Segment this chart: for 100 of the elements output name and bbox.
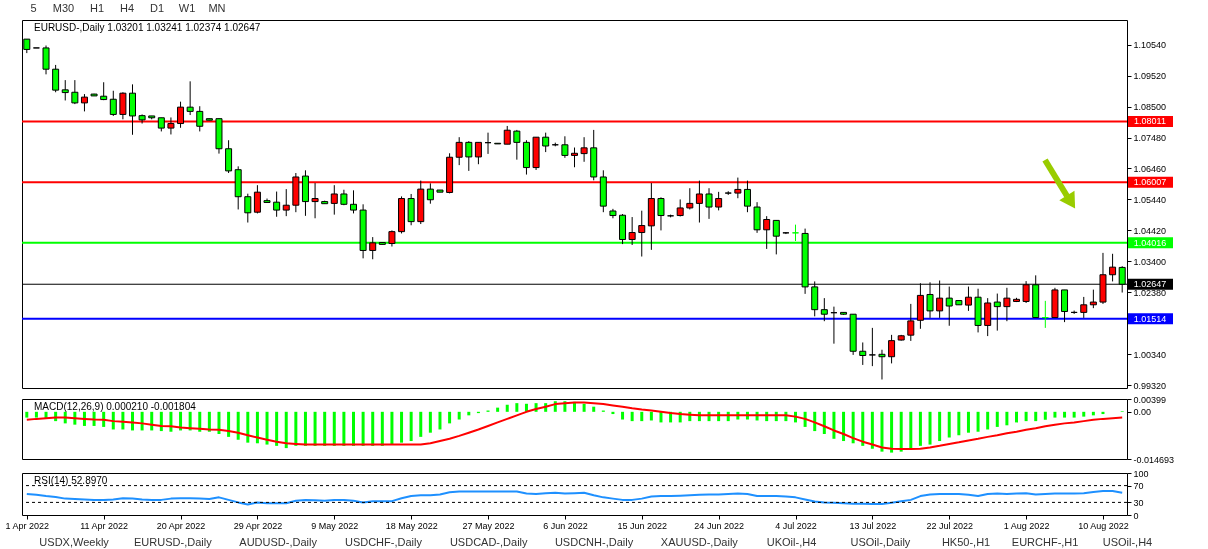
bar	[1063, 411, 1067, 418]
candlestick	[129, 83, 136, 136]
bar	[1005, 411, 1009, 426]
x-tick-label: 24 Jun 2022	[694, 520, 744, 531]
y-tick-label: 1.10540	[1133, 40, 1167, 51]
bar	[1072, 411, 1076, 418]
bar	[448, 411, 452, 424]
text: M30	[52, 2, 75, 14]
candlestick	[907, 303, 915, 342]
x-tick-label: 10 Aug 2022	[1078, 520, 1129, 531]
bar	[822, 411, 826, 434]
candlestick	[878, 349, 886, 380]
candlestick	[52, 64, 60, 93]
candlestick	[657, 196, 665, 231]
bar	[217, 411, 221, 434]
bar	[640, 411, 644, 422]
candlestick	[888, 334, 896, 364]
bar	[649, 411, 653, 421]
candlestick	[225, 139, 233, 174]
text: USDCHF-,Daily	[344, 536, 423, 548]
bar	[207, 411, 211, 432]
bar	[505, 404, 509, 412]
chart-title: MACD(12,26,9) 0.000210 -0.001804	[34, 401, 197, 412]
bar	[275, 411, 279, 446]
candlestick	[513, 129, 521, 161]
candlestick	[638, 210, 646, 258]
text: USOil-,Daily	[850, 536, 911, 548]
text: H4	[119, 2, 135, 14]
y-tick-label: 1.09520	[1133, 71, 1167, 82]
text: XAUUSD-,Daily	[660, 536, 739, 548]
bar	[928, 411, 932, 445]
candlestick	[868, 327, 876, 367]
bar	[313, 411, 317, 446]
bar	[1034, 411, 1038, 422]
y-tick-label: 1.02380	[1133, 287, 1167, 298]
candlestick	[542, 132, 550, 153]
bar	[986, 411, 990, 430]
text: AUDUSD-,Daily	[239, 536, 318, 548]
candlestick	[1089, 289, 1097, 309]
y-tick-label: 1.06460	[1133, 163, 1167, 174]
text: USDX,Weekly	[39, 536, 110, 548]
candlestick	[42, 45, 50, 75]
bar	[332, 411, 336, 446]
bar	[870, 411, 874, 449]
bar	[265, 411, 269, 445]
x-tick-label: 18 May 2022	[385, 520, 438, 531]
bar	[630, 411, 634, 422]
text: MN	[208, 2, 226, 14]
candlestick	[715, 191, 723, 211]
bar	[419, 411, 423, 437]
candlestick	[465, 140, 473, 172]
candlestick	[743, 180, 751, 213]
bar	[851, 411, 855, 444]
candlestick	[1061, 289, 1069, 323]
text: HK50-,H1	[941, 536, 991, 548]
chart-title: EURUSD-,Daily 1.03201 1.03241 1.02374 1.02647	[34, 22, 261, 33]
candlestick	[753, 201, 761, 234]
x-tick-label: 1 Apr 2022	[5, 520, 50, 531]
candlestick	[705, 187, 713, 220]
candlestick	[561, 135, 569, 159]
bar	[438, 411, 442, 430]
candlestick	[455, 136, 463, 166]
line-series	[25, 401, 1124, 451]
x-tick-label: 6 Jun 2022	[543, 520, 588, 531]
y-tick-label: 1.00340	[1133, 349, 1167, 360]
candlestick	[945, 286, 953, 327]
candlestick	[282, 188, 290, 217]
candlestick	[369, 236, 377, 260]
bar	[832, 411, 836, 439]
bar	[390, 411, 394, 445]
x-tick-label: 27 May 2022	[462, 520, 515, 531]
candlestick	[984, 297, 992, 337]
bar	[966, 411, 970, 433]
candlestick	[186, 80, 194, 116]
x-tick-label: 29 Apr 2022	[233, 520, 283, 531]
bar	[1043, 411, 1047, 420]
x-tick-label: 4 Jul 2022	[775, 520, 817, 531]
text: 5	[30, 2, 37, 14]
bar	[515, 403, 519, 412]
x-tick-label: 20 Apr 2022	[156, 520, 206, 531]
bar	[899, 411, 903, 452]
candlestick	[1080, 296, 1088, 319]
bar	[25, 411, 29, 418]
x-tick-label: 15 Jun 2022	[617, 520, 668, 531]
bar	[400, 411, 404, 443]
y-tick-label: 1.07480	[1133, 133, 1167, 143]
text: EURCHF-,H1	[1011, 536, 1079, 548]
bar	[582, 403, 586, 412]
bar	[361, 411, 365, 446]
bar	[909, 411, 913, 449]
bar	[236, 411, 240, 440]
bar	[976, 411, 980, 432]
candlestick	[571, 147, 578, 168]
bar	[918, 411, 922, 446]
candlestick	[244, 193, 252, 224]
candlestick	[859, 341, 867, 366]
candlestick	[426, 182, 434, 205]
bar	[938, 411, 942, 442]
candlestick	[273, 191, 281, 218]
candlestick	[503, 125, 511, 145]
